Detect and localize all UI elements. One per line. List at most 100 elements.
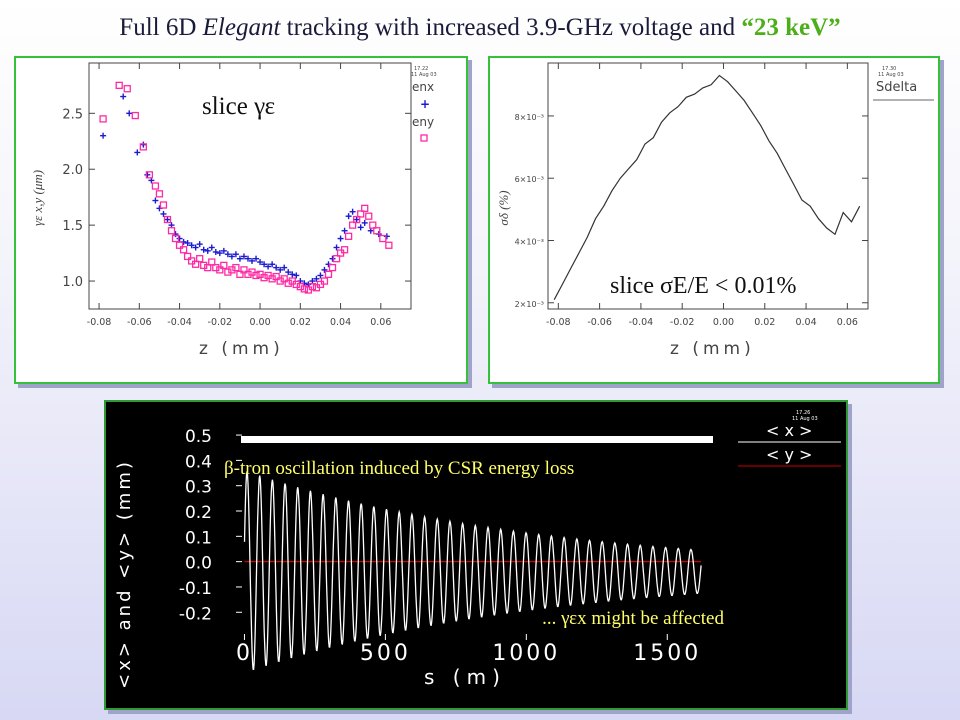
legend-y-label: < y > [766, 445, 812, 464]
eny-point [240, 266, 248, 274]
enx-point [228, 253, 235, 260]
y-tick-label: 0.4 [185, 452, 212, 472]
x-axis-label: z (mm) [199, 339, 284, 359]
eny-point [344, 232, 353, 240]
enx-point [240, 253, 247, 260]
eny-point [348, 221, 357, 229]
y-axis-label: <x> and <y> (mm) [114, 459, 135, 689]
overlay-label: slice σE/E < 0.01% [610, 273, 796, 299]
eny-point [276, 277, 284, 285]
svg-text:<x> and <y> (mm): <x> and <y> (mm) [114, 459, 135, 689]
eny-point [272, 272, 280, 281]
x-tick-label: -0.08 [87, 317, 112, 328]
eny-point [224, 268, 232, 276]
annotation-emittance: ... γεx might be affected [542, 608, 724, 629]
y-tick-label: -0.2 [179, 604, 212, 624]
eny-point [159, 201, 168, 209]
enx-point [126, 110, 133, 117]
x-tick-label: 0.06 [837, 317, 858, 328]
y-tick-label: 8×10⁻³ [515, 113, 544, 122]
legend-enx-marker: + [420, 97, 430, 111]
x-tick-label: 0.06 [370, 317, 391, 328]
eny-point [252, 271, 260, 280]
eny-point [145, 171, 154, 179]
enx-point [285, 269, 292, 276]
eny-point [328, 263, 337, 272]
y-tick-label: 0.1 [185, 528, 212, 548]
x-tick-label: 0.00 [713, 317, 734, 328]
y-tick-label: 0.3 [185, 478, 212, 498]
enx-point [289, 271, 296, 278]
eny-point [300, 285, 308, 293]
y-axis-label: σδ (%) [496, 190, 511, 225]
enx-point [140, 141, 147, 148]
enx-point [232, 251, 239, 258]
eny-point [268, 275, 276, 283]
eny-point [365, 212, 373, 220]
plot-frame [547, 62, 869, 310]
legend-eny-marker [420, 134, 428, 142]
eny-point [357, 210, 365, 218]
enx-point [265, 263, 272, 270]
eny-point [244, 270, 252, 278]
enx-point [269, 261, 276, 268]
eny-point [280, 275, 288, 283]
enx-point [357, 224, 364, 231]
legend-enx-label: enx [412, 80, 434, 94]
x-axis-label: s (m) [424, 665, 506, 689]
eny-point [171, 234, 180, 243]
eny-point [320, 277, 329, 285]
enx-point [224, 251, 231, 258]
eny-point [123, 85, 131, 93]
timestamp-date: 11 Aug 03 [792, 416, 818, 422]
eny-point [212, 263, 220, 272]
enx-point [253, 255, 260, 262]
y-tick-label: 1.5 [62, 219, 83, 234]
enx-point [220, 247, 227, 254]
enx-point [236, 255, 243, 262]
eny-point [204, 263, 212, 272]
x-tick-label: -0.04 [167, 317, 192, 328]
x-series-line [243, 471, 702, 671]
eny-point [131, 111, 139, 120]
title-text: Full 6D [119, 14, 203, 41]
eny-point [308, 282, 317, 291]
eny-point [139, 143, 147, 151]
enx-point [333, 244, 340, 251]
eny-point [216, 266, 224, 274]
eny-point [167, 227, 176, 235]
enx-point [337, 235, 344, 242]
x-tick-label: -0.04 [629, 317, 654, 328]
y-tick-label: 2×10⁻³ [515, 300, 544, 309]
x-tick-label: -0.08 [546, 317, 571, 328]
eny-point [340, 246, 349, 254]
svg-text:σδ (%): σδ (%) [496, 190, 511, 225]
title-text-2: tracking with increased 3.9-GHz voltage … [280, 14, 742, 41]
eny-point [99, 115, 107, 123]
enx-point [349, 208, 356, 215]
enx-point [100, 132, 107, 139]
y-axis-label: γε x,y (μm) [30, 170, 45, 226]
enx-point [341, 227, 348, 234]
eny-point [196, 255, 204, 263]
y-tick-label: 0.2 [185, 503, 212, 523]
enx-point [152, 197, 159, 204]
enx-point [134, 149, 141, 156]
enx-point [317, 272, 324, 279]
y-tick-label: 0.0 [185, 554, 212, 574]
enx-point [281, 264, 288, 271]
enx-point [164, 216, 171, 223]
eny-point [373, 227, 381, 235]
plot-frame [88, 62, 412, 310]
enx-point [293, 272, 300, 279]
enx-point [277, 266, 284, 273]
eny-point [175, 241, 184, 249]
y-tick-label: 0.5 [185, 427, 212, 447]
title-keyword: “23 keV” [741, 14, 841, 41]
enx-point [261, 261, 268, 268]
timestamp-time: 17.22 [414, 66, 428, 72]
energy-spread-chart-panel: 2×10⁻³ 4×10⁻³ 6×10⁻³ 8×10⁻³ -0.08 -0.06 -0.04… [488, 56, 940, 384]
chart-background [106, 402, 846, 708]
x-tick-label: 1500 [633, 641, 701, 666]
y-tick-label: 1.0 [62, 275, 83, 290]
